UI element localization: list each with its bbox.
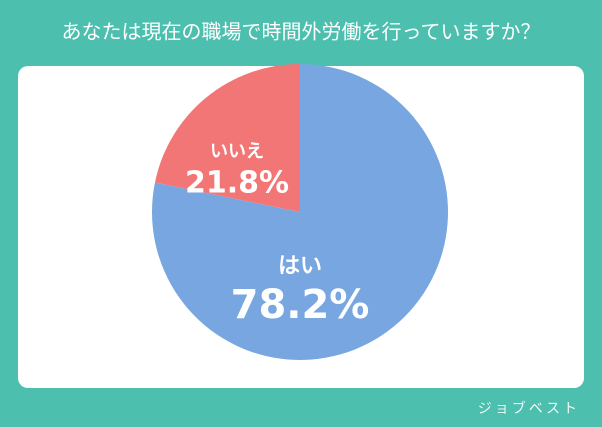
pie [151, 64, 449, 361]
watermark: ジョブベスト [478, 400, 580, 417]
slice [154, 64, 300, 212]
slice-label: いいえ [210, 141, 264, 162]
slice-label: はい [278, 254, 322, 279]
value-label: 21.8% [185, 166, 289, 201]
value-label: 78.2% [231, 282, 370, 328]
slice [151, 64, 449, 361]
chart-title: あなたは現在の職場で時間外労働を行っていますか？ [62, 20, 541, 44]
labels: はい 78.2% いいえ 21.8% [185, 141, 369, 328]
